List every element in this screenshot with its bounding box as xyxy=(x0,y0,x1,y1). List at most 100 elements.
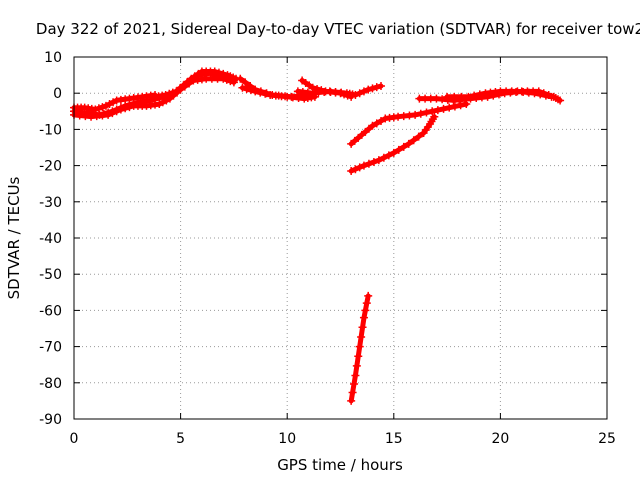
series-arc-13 xyxy=(443,87,556,101)
series-arc-11 xyxy=(347,112,439,176)
series-arc-10 xyxy=(347,100,471,148)
data-point xyxy=(379,153,388,162)
data-point xyxy=(104,110,113,119)
data-point xyxy=(372,119,381,128)
data-point xyxy=(364,159,373,168)
x-tick-label: 10 xyxy=(278,431,296,447)
data-point xyxy=(377,116,386,125)
y-tick-label: -60 xyxy=(39,303,62,319)
data-point xyxy=(350,380,359,389)
data-point xyxy=(352,361,361,370)
x-tick-label: 0 xyxy=(70,431,79,447)
data-point xyxy=(450,92,459,101)
data-point xyxy=(236,74,245,83)
data-point xyxy=(399,142,408,151)
data-point xyxy=(101,101,110,110)
data-point xyxy=(355,163,364,172)
data-point xyxy=(430,112,439,121)
data-point xyxy=(368,84,377,93)
series-arc-14 xyxy=(347,291,373,405)
ticks xyxy=(73,56,608,420)
tick-labels: 0 5 10 15 20 25 10 0 -10 -20 -30 -40 -50 -60 -70 -80 -90 xyxy=(39,50,616,447)
data-point xyxy=(351,371,360,380)
x-tick-label: 20 xyxy=(491,431,509,447)
data-point xyxy=(439,104,448,113)
data-point xyxy=(91,105,100,114)
data-point xyxy=(450,102,459,111)
data-point xyxy=(414,132,423,141)
data-point xyxy=(541,91,550,100)
data-point xyxy=(358,323,367,332)
y-tick-label: -40 xyxy=(39,231,62,247)
data-point xyxy=(374,156,383,165)
data-point xyxy=(530,89,539,98)
data-point xyxy=(210,67,219,76)
data-point xyxy=(364,291,373,300)
data-point xyxy=(121,104,130,113)
y-tick-label: -10 xyxy=(39,122,62,138)
data-point xyxy=(108,109,117,118)
data-point xyxy=(416,109,425,118)
y-tick-label: -90 xyxy=(39,412,62,428)
data-point xyxy=(347,167,356,176)
data-point xyxy=(351,165,360,174)
data-point xyxy=(109,98,118,107)
data-point xyxy=(464,92,473,101)
data-point xyxy=(368,121,377,130)
y-axis-label: SDTVAR / TECUs xyxy=(5,176,23,299)
data-point xyxy=(256,87,265,96)
data-point xyxy=(359,313,368,322)
series-line xyxy=(348,114,437,174)
series-arc-9 xyxy=(293,81,386,100)
data-point xyxy=(355,89,364,98)
data-point xyxy=(347,396,356,405)
data-point xyxy=(241,78,250,87)
data-point xyxy=(105,100,114,109)
series-arc-5 xyxy=(165,67,241,101)
y-tick-label: -30 xyxy=(39,195,62,211)
series-layer xyxy=(70,67,565,405)
data-point xyxy=(251,85,260,94)
y-tick-label: 10 xyxy=(44,50,62,66)
y-tick-label: 0 xyxy=(53,86,62,102)
data-point xyxy=(536,90,545,99)
data-point xyxy=(411,110,420,119)
data-point xyxy=(125,103,134,112)
data-point xyxy=(262,89,271,98)
data-point xyxy=(556,96,565,105)
data-point xyxy=(369,157,378,166)
data-point xyxy=(357,332,366,341)
data-point xyxy=(351,91,360,100)
data-point xyxy=(359,161,368,170)
data-point xyxy=(475,90,484,99)
data-point xyxy=(94,104,103,113)
data-point xyxy=(394,145,403,154)
series-arc-2 xyxy=(70,91,160,114)
data-point xyxy=(364,85,373,94)
x-tick-label: 5 xyxy=(176,431,185,447)
data-point xyxy=(409,136,418,145)
data-point xyxy=(355,342,364,351)
y-tick-label: -80 xyxy=(39,376,62,392)
data-point xyxy=(547,92,556,101)
data-point xyxy=(348,388,357,397)
data-point xyxy=(428,107,437,116)
x-tick-label: 25 xyxy=(598,431,616,447)
data-point xyxy=(404,139,413,148)
data-point xyxy=(219,69,228,78)
x-tick-label: 15 xyxy=(385,431,403,447)
data-point xyxy=(389,148,398,157)
x-axis-label: GPS time / hours xyxy=(277,456,403,474)
data-point xyxy=(361,306,370,315)
y-tick-label: -20 xyxy=(39,159,62,175)
data-point xyxy=(470,91,479,100)
data-point xyxy=(445,103,454,112)
series-arc-7 xyxy=(236,74,313,101)
data-point xyxy=(384,151,393,160)
data-point xyxy=(246,81,255,90)
data-point xyxy=(155,100,164,109)
data-point xyxy=(238,83,247,92)
data-point xyxy=(98,103,107,112)
